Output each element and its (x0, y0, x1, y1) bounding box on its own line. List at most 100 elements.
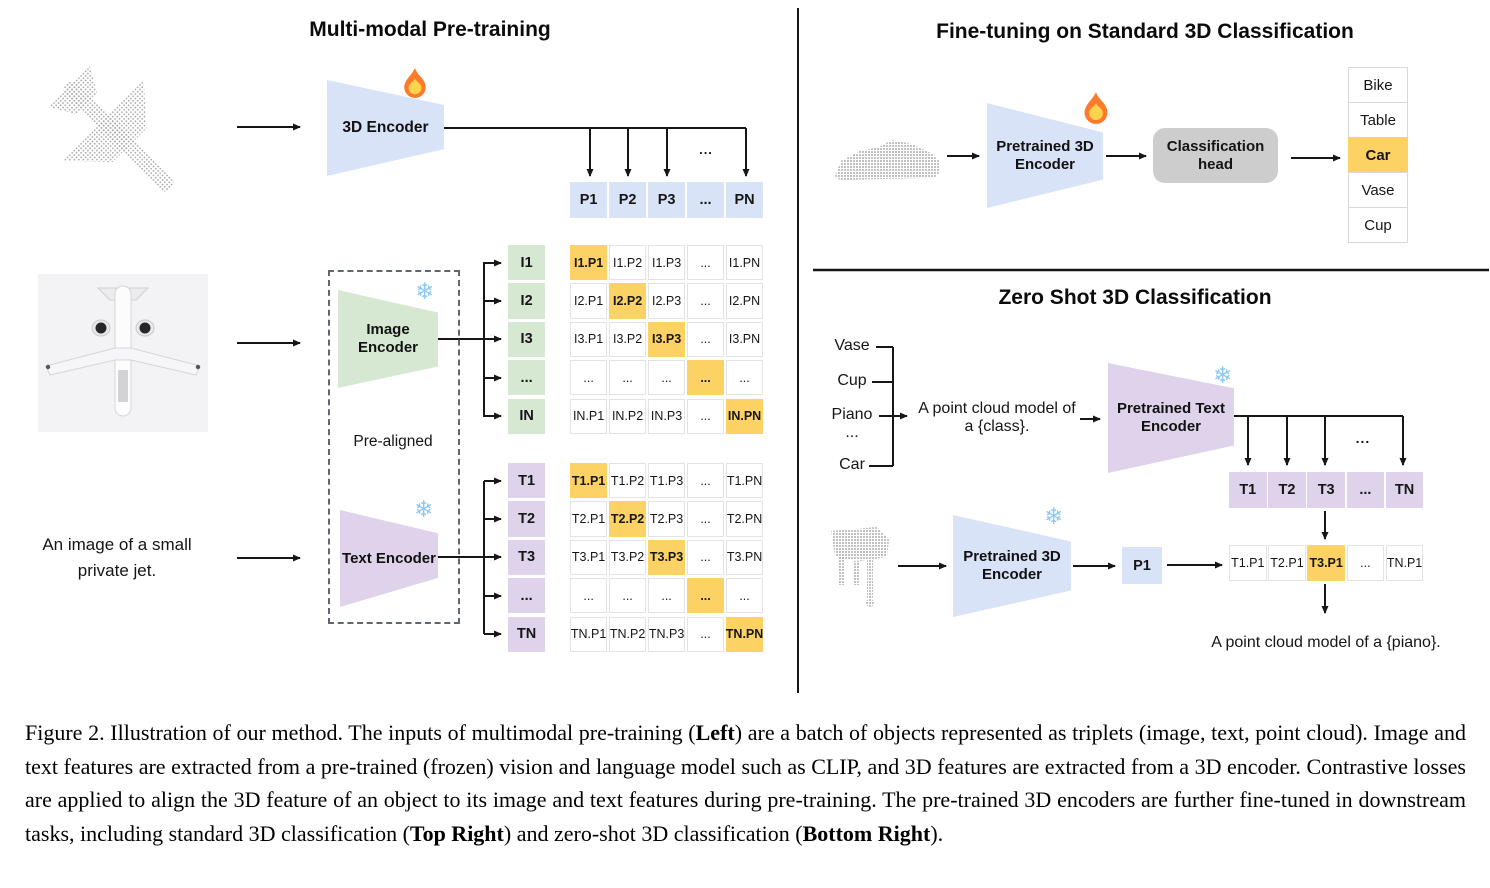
caption-text: Figure 2. Illustration of our method. Th… (25, 720, 696, 745)
caption-bold-left: Left (695, 720, 735, 745)
image-similarity-cell: I1.P2 (608, 245, 647, 281)
image-similarity-matrix: I1.P1 I1.P2 I1.P3... I1.PN I2.P1 I2.P2 I2.P3..… (570, 245, 764, 434)
text-similarity-cell: ... (570, 578, 608, 614)
t-feature-row: T1 T2 T3... TN (1229, 472, 1424, 508)
text-similarity-cell: T1.P2 (608, 463, 647, 499)
image-similarity-cell: ... (686, 360, 725, 396)
text-similarity-cell: ... (725, 578, 764, 614)
zeroshot-class-vase: Vase (834, 337, 870, 354)
pretrained-3d-encoder-zs-block: Pretrained 3D Encoder (953, 515, 1071, 617)
text-similarity-cell: T3.P2 (608, 539, 647, 575)
similarity-score-cell: ... (1346, 545, 1385, 581)
text-feature-cell: TN (508, 616, 546, 652)
image-similarity-cell: ... (725, 360, 764, 396)
text-similarity-cell: ... (686, 463, 725, 499)
image-similarity-cell: IN.P3 (647, 398, 686, 434)
encoder-3d-label: 3D Encoder (342, 118, 429, 136)
image-feature-column: I1 I2 I3... IN (508, 245, 546, 434)
similarity-score-cell: TN.P1 (1385, 545, 1424, 581)
text-similarity-cell: T2.P1 (570, 501, 608, 537)
text-feature-cell: ... (508, 578, 546, 614)
p-feature-cell: P1 (570, 182, 608, 218)
image-similarity-cell: IN.P1 (570, 398, 608, 434)
image-similarity-cell: I2.P2 (608, 283, 647, 319)
fire-icon (404, 68, 426, 98)
text-similarity-cell: ... (686, 539, 725, 575)
snowflake-icon: ❄ (1044, 504, 1064, 530)
text-similarity-cell: T1.PN (725, 463, 764, 499)
prompt-line1: A point cloud model of (918, 400, 1076, 417)
prealigned-label: Pre-aligned (353, 433, 433, 450)
snowflake-icon: ❄ (415, 279, 435, 305)
image-feature-cell: I3 (508, 321, 546, 357)
pretrained-3d-encoder-zs-label: Pretrained 3D Encoder (963, 548, 1061, 583)
image-similarity-cell: ... (686, 283, 725, 319)
text-similarity-cell: ... (647, 578, 686, 614)
caption-text: ) and zero-shot 3D classification ( (503, 820, 803, 846)
caption-bold-bottom-right: Bottom Right (802, 820, 931, 846)
text-similarity-cell: T2.PN (725, 501, 764, 537)
text-feature-cell: T3 (508, 539, 546, 575)
text-similarity-cell: T1.P1 (570, 463, 608, 499)
similarity-score-cell: T2.P1 (1268, 545, 1306, 581)
zeroshot-class-cup: Cup (837, 372, 867, 389)
text-similarity-cell: ... (686, 616, 725, 652)
image-similarity-cell: I2.P3 (647, 283, 686, 319)
zeroshot-class-ellipsis: ... (845, 424, 859, 441)
image-similarity-cell: I3.P2 (608, 321, 647, 357)
t-feature-cell: T3 (1307, 472, 1345, 508)
text-feature-column: T1 T2 T3... TN (508, 463, 546, 652)
image-feature-cell: ... (508, 360, 546, 396)
image-similarity-cell: I1.P1 (570, 245, 608, 281)
prompt-template: A point cloud model of a {class}. (912, 400, 1082, 436)
t-feature-cell: T1 (1229, 472, 1267, 508)
image-similarity-cell: ... (686, 245, 725, 281)
image-similarity-cell: I2.P1 (570, 283, 608, 319)
zeroshot-class-car: Car (839, 456, 865, 473)
p-feature-row: P1 P2 P3... PN (570, 182, 764, 218)
p1-feature-box: P1 (1122, 547, 1162, 584)
piano-point-cloud (831, 527, 889, 607)
text-similarity-cell: ... (608, 578, 647, 614)
text-similarity-cell: ... (686, 501, 725, 537)
class-list-item: Bike (1348, 67, 1408, 103)
classification-head-block: Classification head (1153, 128, 1278, 183)
class-list-item: Table (1348, 102, 1408, 138)
car-point-cloud (835, 140, 940, 180)
p-feature-cell: ... (686, 182, 725, 218)
image-feature-cell: I1 (508, 245, 546, 281)
text-similarity-cell: T2.P3 (647, 501, 686, 537)
image-similarity-cell: I3.P3 (647, 321, 686, 357)
image-similarity-cell: IN.P2 (608, 398, 647, 434)
similarity-score-row: T1.P1 T2.P1 T3.P1... TN.P1 (1229, 545, 1424, 581)
pretrained-3d-encoder-label: Pretrained 3D Encoder (996, 137, 1094, 173)
caption-bold-top-right: Top Right (409, 820, 504, 846)
p-feature-cell: P3 (647, 182, 686, 218)
text-similarity-cell: TN.P3 (647, 616, 686, 652)
image-similarity-cell: ... (608, 360, 647, 396)
t-feature-cell: ... (1346, 472, 1385, 508)
class-list-item: Cup (1348, 207, 1408, 243)
text-similarity-cell: T3.P3 (647, 539, 686, 575)
prompt-line2: a {class}. (964, 418, 1030, 435)
image-feature-cell: IN (508, 398, 546, 434)
image-similarity-cell: ... (686, 398, 725, 434)
pretraining-title: Multi-modal Pre-training (309, 18, 551, 41)
figure-caption: Figure 2. Illustration of our method. Th… (25, 716, 1466, 850)
pretrained-text-encoder-label: Pretrained Text Encoder (1116, 400, 1226, 435)
image-similarity-cell: IN.PN (725, 398, 764, 434)
snowflake-icon: ❄ (1213, 363, 1233, 389)
similarity-score-cell: T1.P1 (1229, 545, 1267, 581)
class-list-item: Car (1348, 137, 1408, 173)
t-feature-cell: T2 (1268, 472, 1306, 508)
airplane-photo (38, 274, 208, 432)
caption-text: ). (930, 820, 944, 846)
text-similarity-cell: ... (686, 578, 725, 614)
text-similarity-cell: T3.P1 (570, 539, 608, 575)
zeroshot-title: Zero Shot 3D Classification (998, 286, 1272, 309)
t-feature-cell: TN (1385, 472, 1424, 508)
p-feature-cell: PN (725, 182, 764, 218)
image-similarity-cell: ... (686, 321, 725, 357)
p-feature-cell: P2 (608, 182, 647, 218)
p-fan-ellipsis: ... (699, 142, 713, 157)
